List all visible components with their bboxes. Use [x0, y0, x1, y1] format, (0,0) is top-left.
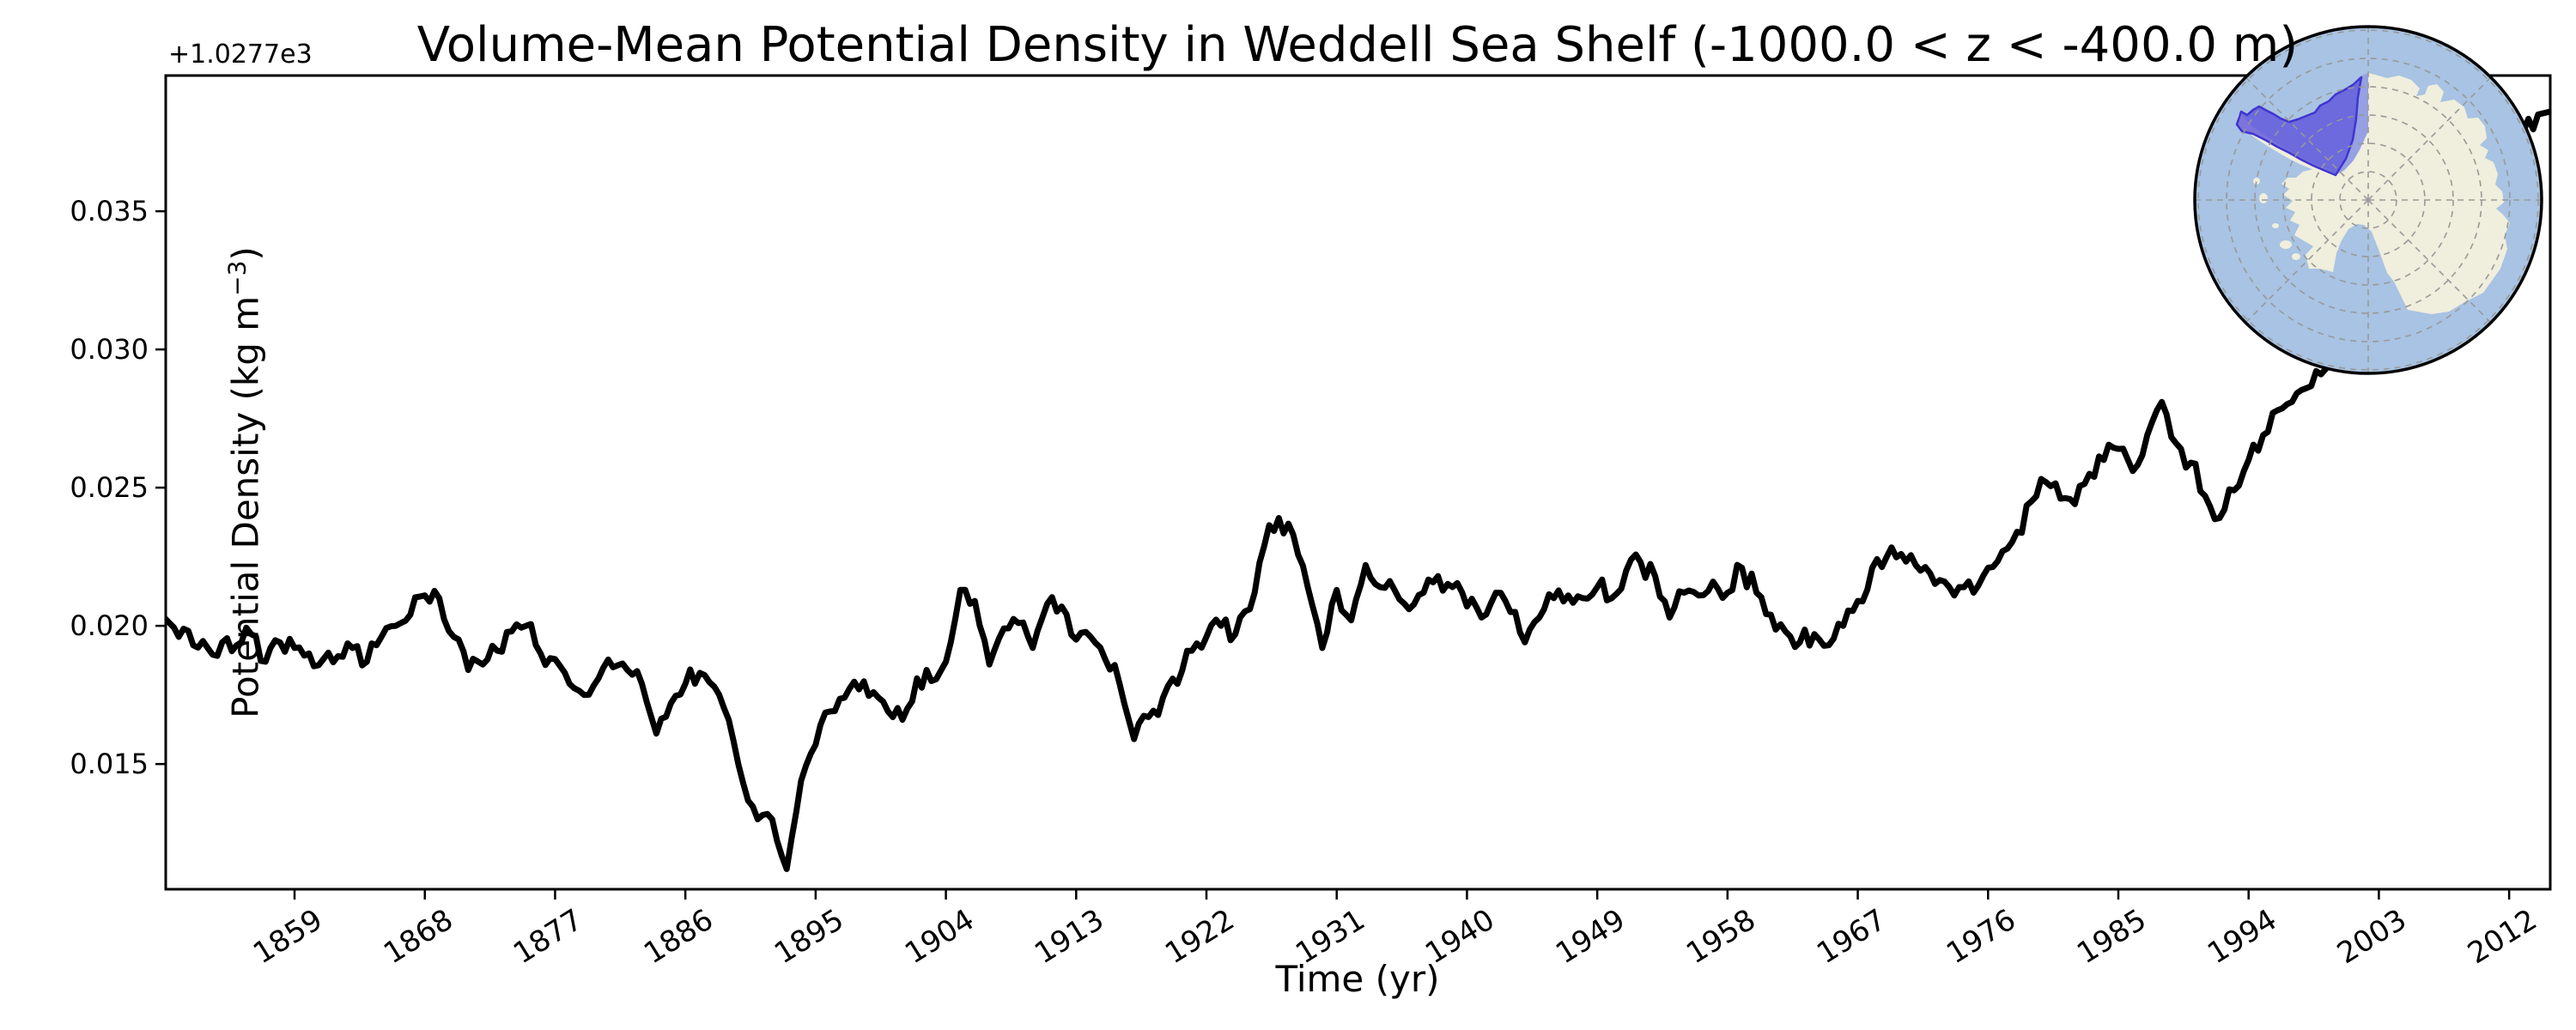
antarctica-inset-map: [2193, 25, 2543, 375]
tick-marks: [155, 209, 2511, 900]
map-island: [2292, 253, 2300, 260]
data-series-line: [166, 108, 2550, 872]
y-tick-label: 0.035: [70, 195, 149, 228]
map-graticule: [2195, 27, 2542, 373]
axes-spines: [164, 74, 2552, 891]
map-rim: [2193, 25, 2543, 375]
y-tick-label: 0.025: [70, 471, 149, 505]
y-tick-label: 0.015: [70, 748, 149, 781]
y-tick-label: 0.030: [70, 333, 149, 367]
map-island: [2259, 193, 2268, 203]
y-axis-offset-label: +1.0277e3: [168, 39, 313, 70]
y-axis-label-exponent: −3: [222, 260, 252, 296]
map-region-weddell-shelf: [2235, 76, 2363, 177]
map-island: [2253, 178, 2260, 185]
map-island: [2272, 223, 2279, 228]
y-axis-label: Potential Density (kg m−3): [222, 246, 266, 718]
chart-title: Volume-Mean Potential Density in Weddell…: [416, 17, 2299, 73]
y-tick-label: 0.020: [70, 609, 149, 643]
map-island: [2280, 240, 2292, 249]
y-axis-label-close: ): [224, 246, 267, 261]
x-axis-label: Time (yr): [1275, 958, 1440, 1000]
y-axis-label-text: Potential Density (kg m: [224, 295, 267, 718]
